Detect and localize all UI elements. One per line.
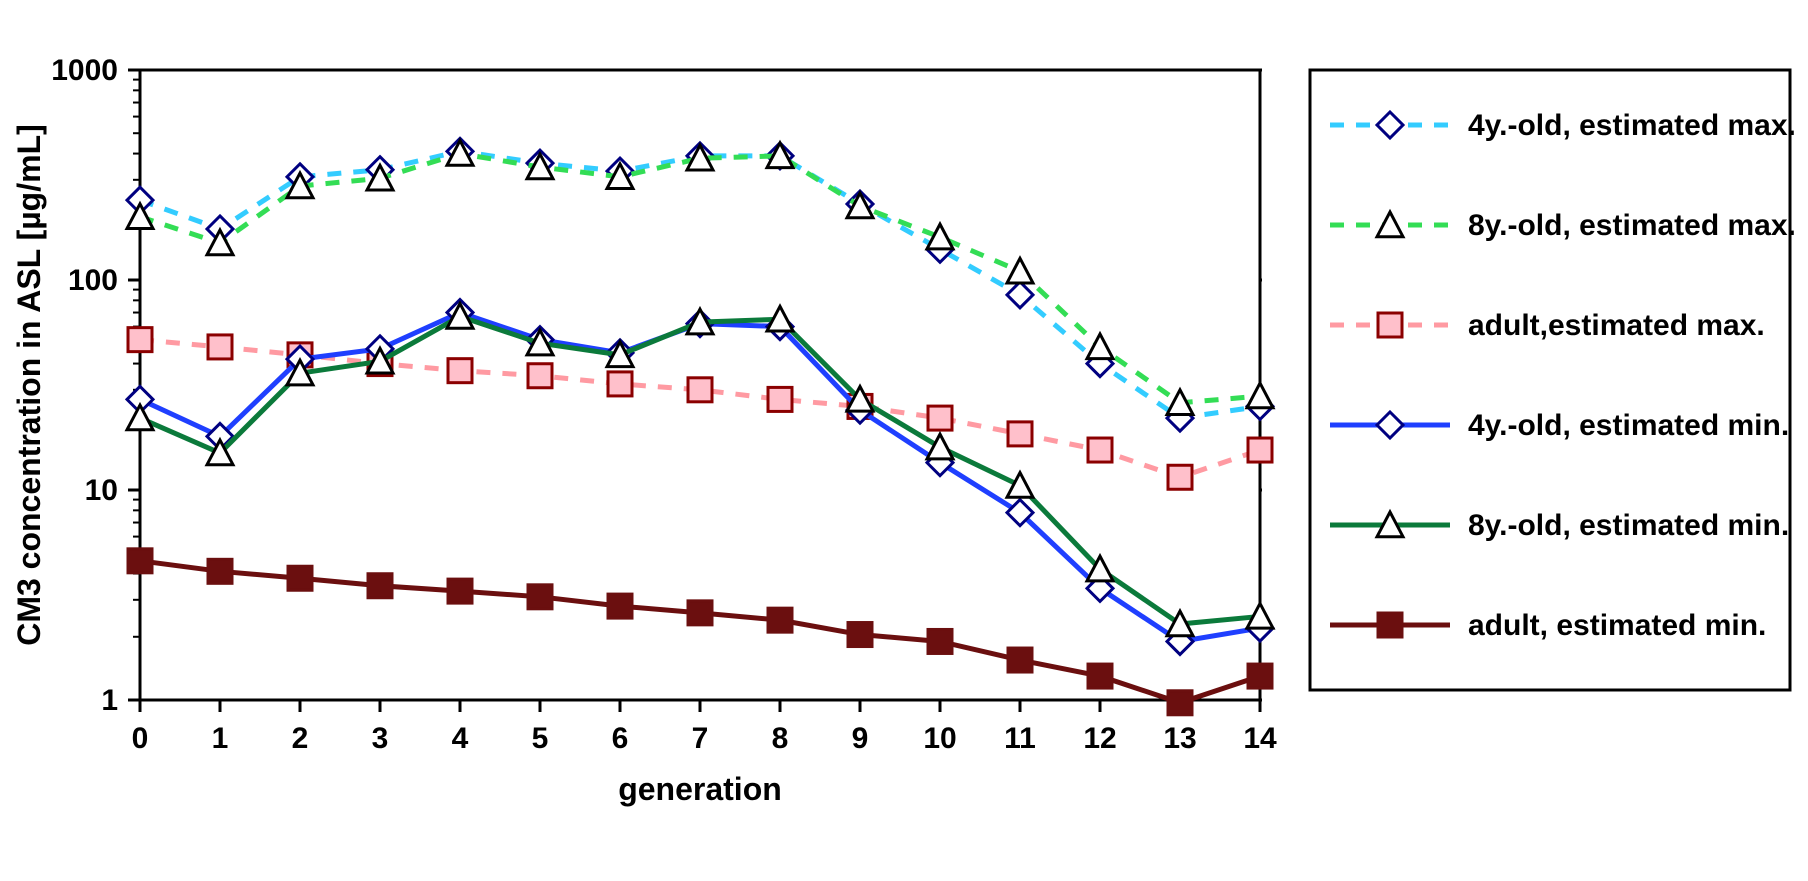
x-tick-label: 3 bbox=[372, 722, 389, 755]
legend-label: adult, estimated min. bbox=[1468, 609, 1766, 642]
chart-svg: 110100100001234567891011121314generation… bbox=[0, 0, 1808, 881]
x-tick-label: 5 bbox=[532, 722, 549, 755]
x-axis-label: generation bbox=[618, 771, 782, 807]
x-tick-label: 6 bbox=[612, 722, 629, 755]
x-tick-label: 8 bbox=[772, 722, 789, 755]
x-tick-label: 4 bbox=[452, 722, 469, 755]
legend-label: adult,estimated max. bbox=[1468, 309, 1765, 342]
chart-container: { "chart": { "type": "line-log", "backgr… bbox=[0, 0, 1808, 881]
x-tick-label: 2 bbox=[292, 722, 309, 755]
y-tick-label: 1000 bbox=[51, 54, 118, 87]
x-tick-label: 10 bbox=[923, 722, 956, 755]
y-tick-label: 1 bbox=[101, 684, 118, 717]
legend: 4y.-old, estimated max. 8y.-old, estimate… bbox=[1310, 70, 1796, 690]
y-tick-label: 10 bbox=[85, 474, 118, 507]
x-tick-label: 11 bbox=[1004, 722, 1036, 755]
x-tick-label: 9 bbox=[852, 722, 869, 755]
legend-label: 8y.-old, estimated min. bbox=[1468, 509, 1789, 542]
x-tick-label: 14 bbox=[1243, 722, 1277, 755]
legend-label: 4y.-old, estimated max. bbox=[1468, 109, 1796, 142]
x-tick-label: 7 bbox=[692, 722, 709, 755]
x-tick-label: 1 bbox=[212, 722, 229, 755]
x-tick-label: 0 bbox=[132, 722, 149, 755]
y-tick-label: 100 bbox=[68, 264, 118, 297]
x-tick-label: 13 bbox=[1163, 722, 1196, 755]
x-tick-label: 12 bbox=[1083, 722, 1116, 755]
legend-label: 8y.-old, estimated max. bbox=[1468, 209, 1796, 242]
y-axis-label: CM3 concentration in ASL [µg/mL] bbox=[11, 124, 47, 646]
legend-label: 4y.-old, estimated min. bbox=[1468, 409, 1789, 442]
